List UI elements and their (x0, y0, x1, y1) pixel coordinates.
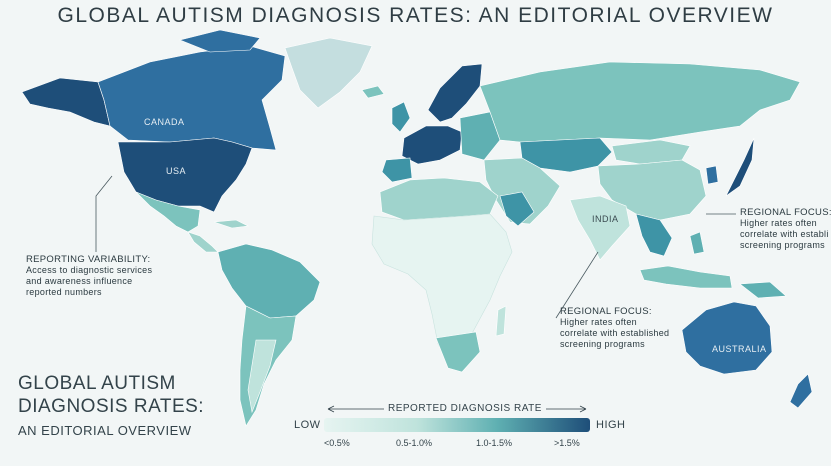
legend-tick-2: 0.5-1.0% (396, 438, 433, 448)
region-west-europe (401, 125, 463, 165)
region-north-africa (379, 177, 499, 221)
region-se-asia (635, 213, 673, 257)
region-mexico (135, 191, 201, 233)
region-argentina (247, 339, 277, 414)
corner-title-line-1: GLOBAL AUTISM (18, 373, 176, 394)
region-iceland (361, 85, 385, 99)
region-south-america-north (217, 243, 321, 319)
region-philippines (689, 231, 705, 255)
region-russia (479, 61, 801, 143)
annotation-reporting-title: REPORTING VARIABILITY: (26, 254, 151, 265)
annotation-reporting-line-1: Access to diagnostic services (26, 265, 153, 275)
region-indonesia (639, 265, 733, 289)
legend-gradient-bar (324, 418, 590, 432)
corner-title-subtitle: AN EDITORIAL OVERVIEW (18, 423, 192, 438)
annotation-reporting-line-2: and awareness influence (26, 276, 133, 286)
region-uk (391, 101, 411, 133)
region-australia (681, 301, 773, 375)
region-caribbean (213, 219, 250, 229)
annotation-regional-center-line-3: screening programs (560, 339, 645, 349)
annotation-leader-regional-center (555, 251, 599, 319)
country-label-canada: CANADA (144, 117, 185, 127)
annotation-reporting: REPORTING VARIABILITY: Access to diagnos… (26, 254, 152, 298)
region-scandinavia (427, 63, 483, 123)
region-central-america (187, 231, 219, 253)
region-japan (725, 137, 755, 197)
region-korea (705, 165, 719, 185)
annotation-leader-reporting (95, 175, 113, 252)
region-iberia (381, 157, 413, 183)
region-arabia (499, 191, 535, 227)
region-china (597, 159, 707, 221)
region-middle-east (483, 157, 561, 225)
legend-low-label: LOW (294, 419, 321, 431)
legend-tick-3: 1.0-1.5% (476, 438, 513, 448)
legend-tick-1: <0.5% (324, 438, 350, 448)
annotation-regional-center-line-2: correlate with established (560, 328, 670, 338)
annotation-regional-center: REGIONAL FOCUS: Higher rates often corre… (560, 306, 669, 350)
region-new-zealand (789, 373, 813, 409)
region-alaska (21, 77, 111, 127)
country-label-usa: USA (166, 166, 187, 176)
annotation-regional-east-line-3: screening programs (740, 240, 825, 250)
annotation-regional-east-line-1: Higher rates often (740, 218, 817, 228)
annotation-reporting-line-3: reported numbers (26, 287, 102, 297)
legend-label: REPORTED DIAGNOSIS RATE (384, 403, 546, 414)
region-east-europe (459, 111, 501, 161)
region-new-guinea (739, 281, 787, 299)
annotation-regional-east-line-2: correlate with establi (740, 229, 829, 239)
region-greenland (284, 37, 373, 109)
region-canada (97, 45, 286, 151)
region-africa (371, 213, 513, 363)
annotation-regional-east-title: REGIONAL FOCUS: (740, 207, 831, 218)
legend-high-label: HIGH (596, 419, 626, 431)
annotation-regional-center-line-1: Higher rates often (560, 317, 637, 327)
region-arctic-islands (179, 29, 261, 53)
region-southern-africa (435, 331, 481, 373)
corner-title-line-2: DIAGNOSIS RATES: (18, 396, 205, 417)
country-label-australia: AUSTRALIA (712, 344, 767, 354)
annotation-regional-center-title: REGIONAL FOCUS: (560, 306, 652, 317)
legend-tick-4: >1.5% (554, 438, 580, 448)
annotation-regional-east: REGIONAL FOCUS: Higher rates often corre… (740, 207, 831, 251)
page-title: GLOBAL AUTISM DIAGNOSIS RATES: AN EDITOR… (57, 4, 774, 27)
country-label-india: INDIA (592, 214, 619, 224)
region-india (569, 195, 631, 261)
region-madagascar (495, 305, 507, 337)
